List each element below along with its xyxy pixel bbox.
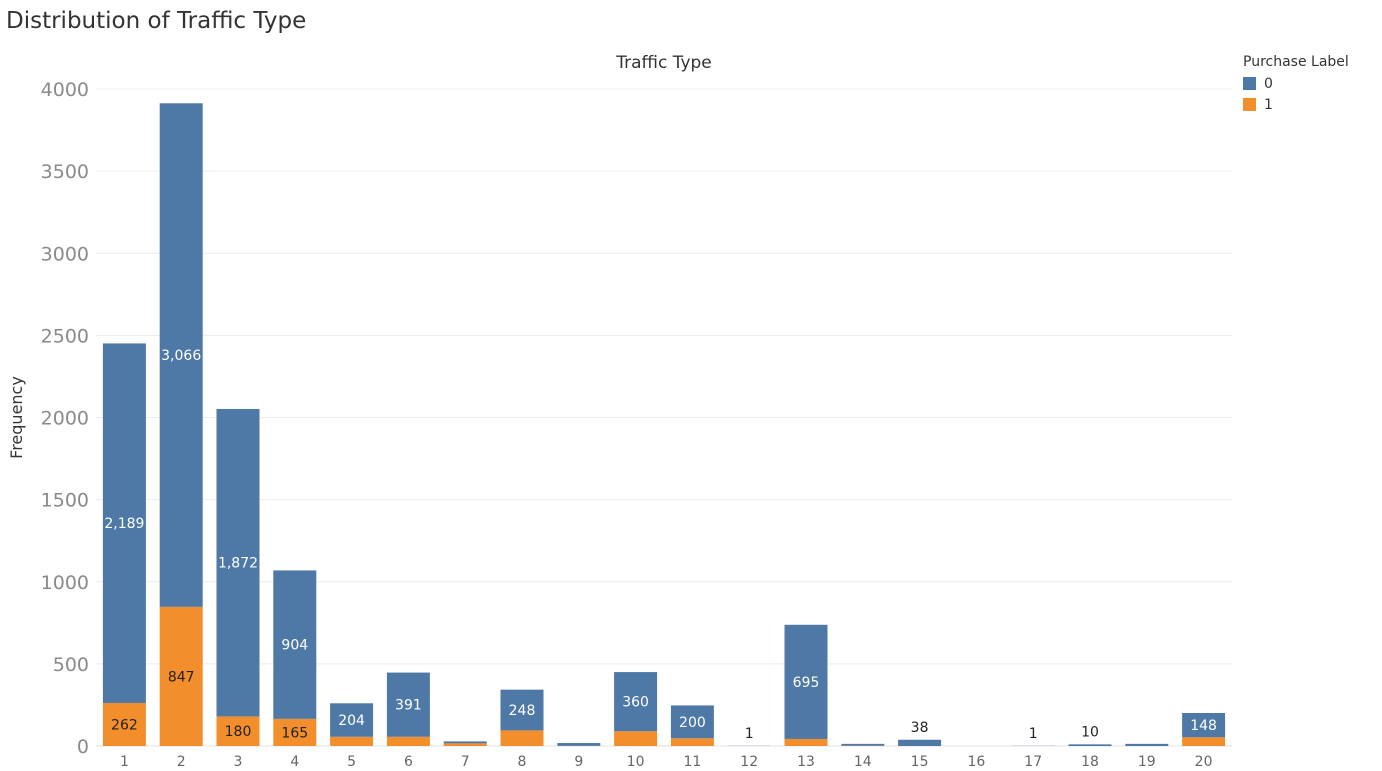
y-tick-label: 2500 <box>41 325 89 347</box>
x-tick-label: 9 <box>574 754 583 770</box>
data-label-0: 248 <box>509 703 536 719</box>
bar-segment-0 <box>784 624 828 739</box>
legend-item-1[interactable]: 1 <box>1243 94 1349 115</box>
data-label-0: 1 <box>745 726 754 742</box>
data-label-1: 262 <box>111 717 138 733</box>
x-tick-label: 12 <box>740 754 758 770</box>
bar-segment-1 <box>159 606 203 746</box>
bar-segment-1 <box>330 736 374 746</box>
bar-segment-0 <box>1125 743 1169 746</box>
legend-item-0[interactable]: 0 <box>1243 73 1349 94</box>
x-tick-label: 4 <box>290 754 299 770</box>
data-label-0: 200 <box>679 715 706 731</box>
chart-title: Distribution of Traffic Type <box>6 8 307 34</box>
legend-swatch-1 <box>1243 98 1256 111</box>
bar-segment-0 <box>841 743 885 746</box>
legend-label-1: 1 <box>1264 96 1273 113</box>
bar-segment-0 <box>557 743 601 746</box>
data-label-0: 2,189 <box>104 516 144 532</box>
data-label-0: 10 <box>1081 724 1099 740</box>
bar-segment-1 <box>386 736 430 746</box>
bar-segment-1 <box>784 738 828 746</box>
bar-segment-0 <box>670 705 714 739</box>
bar-segment-1 <box>1182 737 1226 746</box>
chart-header: Traffic Type <box>615 53 712 73</box>
y-tick-label: 1000 <box>41 572 89 594</box>
x-tick-label: 7 <box>461 754 470 770</box>
y-tick-label: 3000 <box>41 243 89 265</box>
x-tick-label: 16 <box>967 754 985 770</box>
bar-segment-1 <box>443 743 487 746</box>
bar-segment-0 <box>1182 712 1226 738</box>
legend-label-0: 0 <box>1264 75 1273 92</box>
data-label-0: 695 <box>793 675 820 691</box>
y-tick-label: 500 <box>53 654 89 676</box>
x-tick-label: 15 <box>911 754 929 770</box>
data-label-1: 847 <box>168 669 195 685</box>
bar-segment-1 <box>614 731 658 746</box>
bar-segment-0 <box>614 672 658 732</box>
data-label-0: 1,872 <box>218 556 258 572</box>
y-tick-label: 2000 <box>41 408 89 430</box>
x-tick-label: 3 <box>234 754 243 770</box>
x-tick-label: 10 <box>627 754 645 770</box>
data-label-0: 1 <box>1029 726 1038 742</box>
data-label-0: 904 <box>281 638 308 654</box>
x-tick-label: 19 <box>1138 754 1156 770</box>
bar-segment-0 <box>500 689 544 731</box>
bar-segment-0 <box>330 703 374 737</box>
legend-swatch-0 <box>1243 77 1256 90</box>
x-tick-label: 6 <box>404 754 413 770</box>
bar-segment-1 <box>500 730 544 746</box>
bar-segment-0 <box>1068 744 1112 746</box>
data-label-0: 148 <box>1190 718 1217 734</box>
bar-segment-1 <box>216 716 260 746</box>
x-tick-label: 8 <box>518 754 527 770</box>
bar-segment-1 <box>273 718 317 746</box>
y-axis-label: Frequency <box>7 376 26 459</box>
y-tick-label: 3500 <box>41 161 89 183</box>
bar-segment-0 <box>443 741 487 744</box>
x-tick-label: 17 <box>1024 754 1042 770</box>
legend-title: Purchase Label <box>1243 54 1349 70</box>
x-tick-label: 13 <box>797 754 815 770</box>
data-label-1: 180 <box>225 724 252 740</box>
x-tick-label: 5 <box>347 754 356 770</box>
bar-segment-0 <box>216 408 260 717</box>
bar-segment-1 <box>102 702 146 746</box>
x-tick-label: 2 <box>177 754 186 770</box>
data-label-0: 3,066 <box>161 348 201 364</box>
bar-segment-0 <box>898 739 942 746</box>
bar-segment-0 <box>386 672 430 737</box>
data-label-0: 38 <box>911 720 929 736</box>
bar-segment-1 <box>670 738 714 746</box>
x-tick-label: 20 <box>1195 754 1213 770</box>
data-label-0: 204 <box>338 713 365 729</box>
x-tick-label: 18 <box>1081 754 1099 770</box>
data-label-0: 360 <box>622 695 649 711</box>
y-tick-label: 4000 <box>41 79 89 101</box>
x-tick-label: 11 <box>683 754 701 770</box>
x-tick-label: 14 <box>854 754 872 770</box>
data-label-0: 391 <box>395 698 422 714</box>
bar-segment-0 <box>102 343 146 703</box>
data-label-1: 165 <box>281 725 308 741</box>
y-tick-label: 1500 <box>41 490 89 512</box>
legend: Purchase Label 0 1 <box>1243 54 1349 115</box>
x-tick-label: 1 <box>120 754 129 770</box>
bar-segment-0 <box>159 103 203 607</box>
bar-segment-0 <box>273 570 317 719</box>
y-tick-label: 0 <box>77 736 89 758</box>
